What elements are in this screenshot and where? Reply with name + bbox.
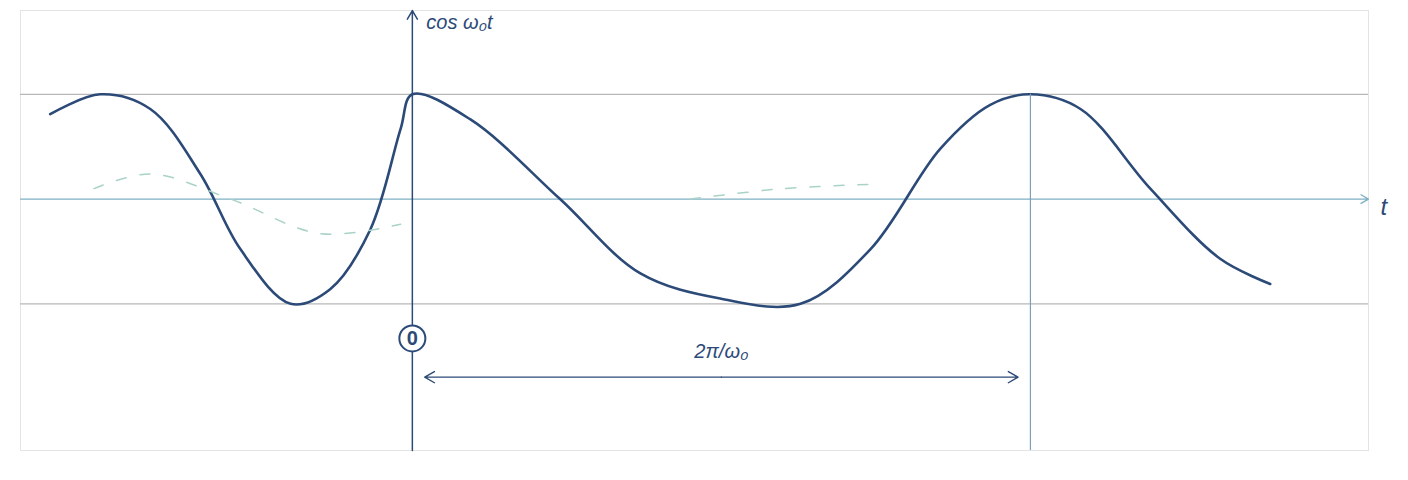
svg-text:0: 0 xyxy=(407,327,418,349)
svg-text:2π/ω₀: 2π/ω₀ xyxy=(693,340,748,362)
svg-text:cos ω₀t: cos ω₀t xyxy=(426,11,494,33)
svg-text:t: t xyxy=(1381,193,1389,220)
